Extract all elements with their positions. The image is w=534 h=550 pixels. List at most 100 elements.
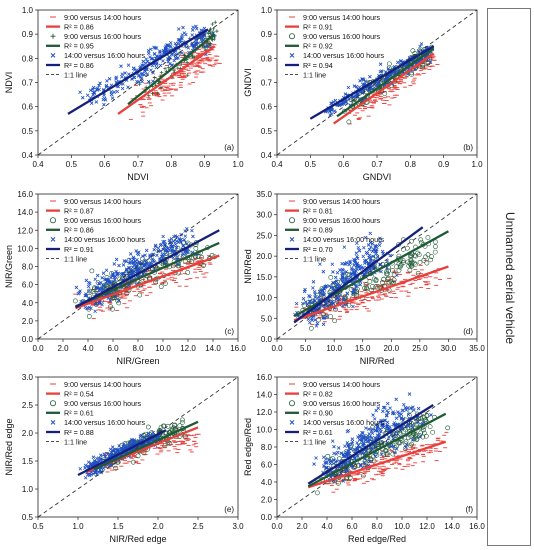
data-point bbox=[174, 239, 179, 243]
data-point bbox=[370, 249, 375, 254]
data-point bbox=[172, 423, 177, 428]
data-point bbox=[315, 321, 320, 326]
data-point bbox=[169, 237, 174, 241]
y-tick-label: 2.0 bbox=[261, 496, 273, 505]
data-point bbox=[341, 273, 347, 278]
x-tick-label: 4.0 bbox=[321, 522, 333, 531]
data-point bbox=[325, 465, 329, 470]
y-tick-label: 5.0 bbox=[261, 314, 273, 323]
data-point bbox=[380, 279, 385, 285]
data-point bbox=[361, 442, 365, 447]
data-point bbox=[155, 253, 159, 258]
data-point bbox=[345, 291, 350, 296]
legend-marker bbox=[50, 420, 56, 425]
data-point bbox=[117, 298, 121, 303]
data-point bbox=[421, 427, 426, 433]
x-tick-label: 0.5 bbox=[305, 160, 317, 169]
data-point bbox=[404, 442, 409, 447]
data-point bbox=[124, 268, 129, 273]
data-point bbox=[317, 289, 322, 294]
legend-marker bbox=[289, 237, 295, 242]
data-point bbox=[379, 429, 383, 434]
y-tick-label: 25.0 bbox=[256, 231, 272, 240]
data-point bbox=[132, 68, 137, 72]
x-tick-label: 0.9 bbox=[199, 160, 211, 169]
x-tick-label: 1.5 bbox=[112, 522, 124, 531]
data-point bbox=[152, 259, 156, 264]
data-point bbox=[89, 268, 95, 274]
data-point bbox=[143, 69, 148, 74]
data-point bbox=[409, 72, 415, 77]
data-point bbox=[111, 273, 115, 277]
data-point bbox=[409, 260, 415, 266]
legend-r2: R² = 0.61 bbox=[303, 428, 333, 437]
data-point bbox=[396, 410, 400, 414]
legend-label: 9:00 versus 14:00 hours bbox=[303, 197, 381, 206]
data-point bbox=[340, 261, 344, 266]
data-point bbox=[135, 258, 139, 262]
data-point bbox=[137, 82, 142, 87]
data-point bbox=[339, 451, 344, 456]
data-point bbox=[103, 454, 107, 459]
data-point bbox=[184, 32, 188, 37]
x-tick-label: 0.9 bbox=[438, 160, 450, 169]
data-point bbox=[173, 56, 178, 60]
data-point bbox=[406, 412, 411, 417]
data-point bbox=[398, 59, 403, 64]
y-tick-label: 0.7 bbox=[261, 79, 273, 88]
data-point bbox=[115, 298, 121, 304]
legend-label: 14:00 versus 16:00 hours bbox=[64, 51, 146, 60]
data-point bbox=[406, 424, 411, 429]
data-point bbox=[212, 37, 217, 41]
x-tick-label: 0.0 bbox=[271, 522, 283, 531]
data-point bbox=[371, 254, 375, 259]
data-point bbox=[163, 242, 167, 247]
data-point bbox=[120, 75, 124, 79]
data-point bbox=[355, 254, 359, 259]
series-14_16-points bbox=[74, 227, 199, 314]
data-point bbox=[84, 293, 88, 298]
data-point bbox=[370, 241, 375, 246]
data-point bbox=[385, 276, 391, 282]
x-tick-label: 0.8 bbox=[166, 160, 178, 169]
data-point bbox=[105, 279, 110, 283]
data-point bbox=[175, 235, 180, 239]
panel-1: 0.4 0.5 0.6 0.7 0.8 0.9 1.0 0.4 0.5 0.6 0.7 0.8 0.9 1… bbox=[4, 6, 244, 182]
data-point bbox=[400, 426, 404, 431]
data-point bbox=[420, 62, 426, 68]
legend-r2: R² = 0.86 bbox=[64, 22, 94, 31]
y-tick-label: 0.0 bbox=[261, 335, 273, 344]
data-point bbox=[173, 234, 178, 238]
data-point bbox=[374, 251, 378, 256]
data-point bbox=[189, 259, 194, 264]
data-point bbox=[86, 284, 91, 289]
data-point bbox=[345, 453, 349, 457]
x-axis-label: GNDVI bbox=[363, 172, 392, 182]
data-point bbox=[102, 102, 106, 107]
data-point bbox=[349, 275, 353, 279]
y-axis-label: NDVI bbox=[4, 72, 14, 94]
y-tick-label: 0.8 bbox=[261, 54, 273, 63]
panel-4: 0.0 5.0 10.0 15.0 20.0 25.0 30.0 35.0 0.0 5.0 10.0… bbox=[243, 190, 485, 366]
y-tick-label: 16.0 bbox=[17, 190, 33, 199]
data-point bbox=[178, 238, 182, 242]
data-point bbox=[117, 444, 121, 448]
data-point bbox=[383, 447, 389, 453]
data-point bbox=[145, 59, 150, 64]
data-point bbox=[348, 261, 353, 265]
data-point bbox=[430, 429, 436, 435]
data-point bbox=[165, 423, 171, 429]
data-point bbox=[355, 440, 359, 445]
data-point bbox=[403, 441, 409, 447]
y-tick-label: 2.0 bbox=[22, 429, 34, 438]
legend-marker bbox=[288, 217, 295, 224]
data-point bbox=[394, 397, 398, 402]
data-point bbox=[352, 257, 356, 262]
data-point bbox=[355, 264, 360, 269]
data-point bbox=[380, 249, 385, 254]
data-point bbox=[116, 84, 121, 89]
data-point bbox=[415, 270, 421, 276]
data-point bbox=[83, 475, 88, 480]
data-point bbox=[410, 425, 415, 430]
